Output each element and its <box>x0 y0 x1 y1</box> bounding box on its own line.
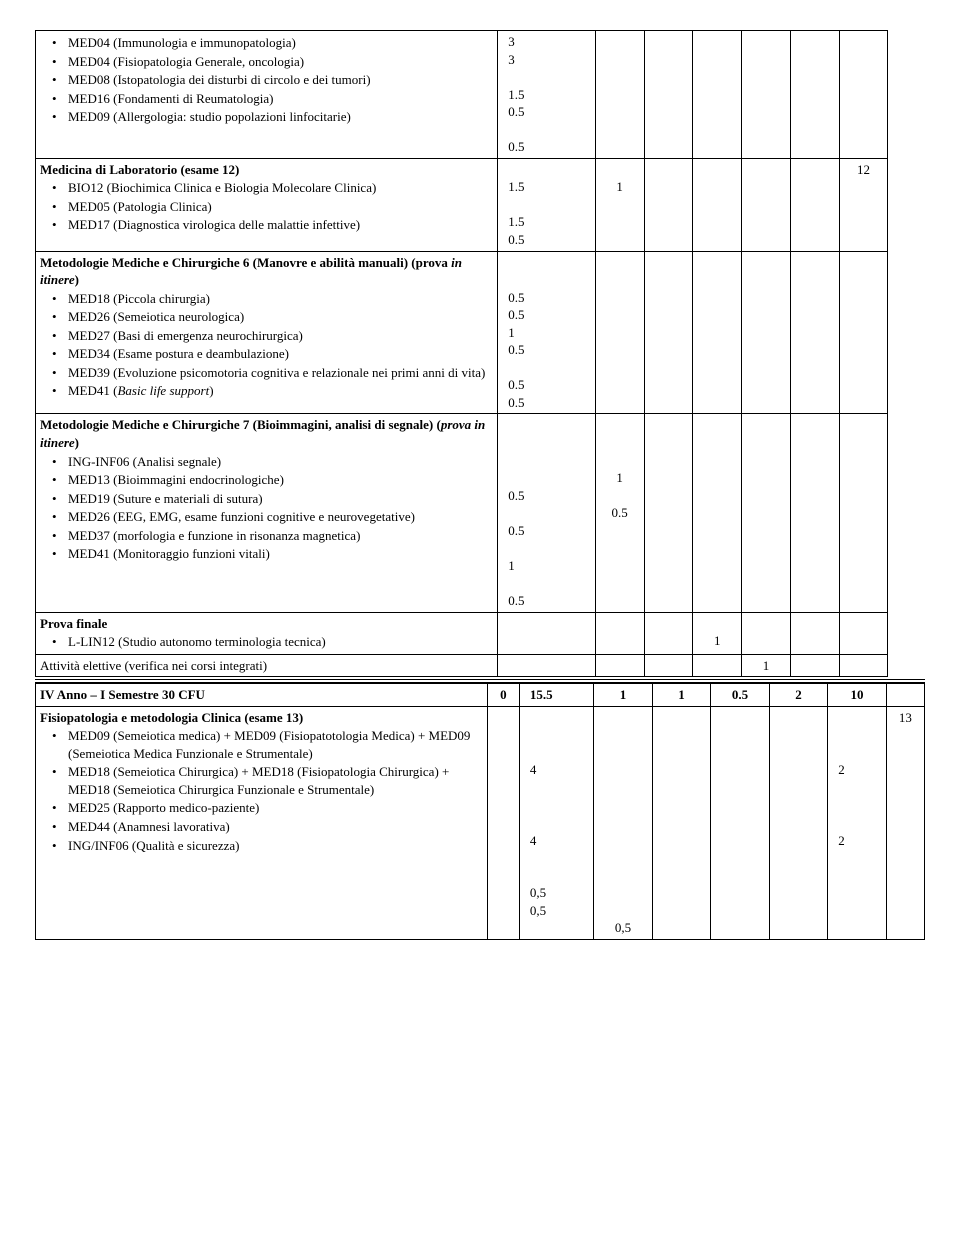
list-item: BIO12 (Biochimica Clinica e Biologia Mol… <box>40 179 493 197</box>
cell: 0.5 <box>711 684 769 707</box>
cell: 3 3 1.5 0.5 0.5 <box>498 31 596 159</box>
cell: 15.5 <box>519 684 593 707</box>
semester-label: IV Anno – I Semestre 30 CFU <box>40 687 205 702</box>
cell: 2 <box>769 684 827 707</box>
cell: 1 <box>742 654 791 677</box>
row-label: Attività elettive (verifica nei corsi in… <box>36 654 498 677</box>
cell: 0 <box>487 684 519 707</box>
list-item: MED18 (Piccola chirurgia) <box>40 290 493 308</box>
cell: 12 <box>839 158 888 251</box>
section-title: Metodologie Mediche e Chirurgiche 7 (Bio… <box>40 417 485 450</box>
list-item: MED09 (Semeiotica medica) + MED09 (Fisio… <box>40 727 483 762</box>
list-item: MED44 (Anamnesi lavorativa) <box>40 818 483 836</box>
cell: 10 <box>828 684 886 707</box>
section-title: Metodologie Mediche e Chirurgiche 6 (Man… <box>40 255 462 288</box>
table-row: Prova finale L-LIN12 (Studio autonomo te… <box>36 612 925 654</box>
cell: 4 4 0,5 0,5 <box>519 706 593 939</box>
cell: 1 <box>693 612 742 654</box>
list-item: MED18 (Semeiotica Chirurgica) + MED18 (F… <box>40 763 483 798</box>
cell: 1 <box>594 684 652 707</box>
table-row: Metodologie Mediche e Chirurgiche 7 (Bio… <box>36 414 925 612</box>
list-item: MED41 (Monitoraggio funzioni vitali) <box>40 545 493 563</box>
cell: 13 <box>886 706 924 939</box>
list-item: MED16 (Fondamenti di Reumatologia) <box>40 90 493 108</box>
list-item: MED05 (Patologia Clinica) <box>40 198 493 216</box>
cell: 0.5 0.5 1 0.5 <box>498 414 596 612</box>
list-item: MED34 (Esame postura e deambulazione) <box>40 345 493 363</box>
list-item: MED19 (Suture e materiali di sutura) <box>40 490 493 508</box>
section-title: Fisiopatologia e metodologia Clinica (es… <box>40 710 303 725</box>
cell: 2 2 <box>828 706 886 939</box>
list-item: ING/INF06 (Qualità e sicurezza) <box>40 837 483 855</box>
list-item: MED08 (Istopatologia dei disturbi di cir… <box>40 71 493 89</box>
curriculum-table: MED04 (Immunologia e immunopatologia)MED… <box>35 30 925 677</box>
section-title: Prova finale <box>40 616 107 631</box>
cell: 0.5 0.5 1 0.5 0.5 0.5 <box>498 251 596 414</box>
list-item: MED04 (Fisiopatologia Generale, oncologi… <box>40 53 493 71</box>
list-item: MED09 (Allergologia: studio popolazioni … <box>40 108 493 126</box>
list-item: MED26 (Semeiotica neurologica) <box>40 308 493 326</box>
list-item: MED25 (Rapporto medico-paziente) <box>40 799 483 817</box>
semester-header-row: IV Anno – I Semestre 30 CFU 0 15.5 1 1 0… <box>36 684 925 707</box>
section-title: Medicina di Laboratorio (esame 12) <box>40 162 239 177</box>
list-item: MED17 (Diagnostica virologica delle mala… <box>40 216 493 234</box>
list-item: MED27 (Basi di emergenza neurochirurgica… <box>40 327 493 345</box>
list-item: MED26 (EEG, EMG, esame funzioni cognitiv… <box>40 508 493 526</box>
cell: 1 0.5 <box>595 414 644 612</box>
table-row: Metodologie Mediche e Chirurgiche 6 (Man… <box>36 251 925 414</box>
list-item: MED37 (morfologia e funzione in risonanz… <box>40 527 493 545</box>
table-row: Medicina di Laboratorio (esame 12) BIO12… <box>36 158 925 251</box>
list-item: MED13 (Bioimmagini endocrinologiche) <box>40 471 493 489</box>
list-item: ING-INF06 (Analisi segnale) <box>40 453 493 471</box>
table-row: MED04 (Immunologia e immunopatologia)MED… <box>36 31 925 159</box>
list-item: MED04 (Immunologia e immunopatologia) <box>40 34 493 52</box>
table-row: Fisiopatologia e metodologia Clinica (es… <box>36 706 925 939</box>
list-item: MED39 (Evoluzione psicomotoria cognitiva… <box>40 364 493 382</box>
curriculum-table-lower: IV Anno – I Semestre 30 CFU 0 15.5 1 1 0… <box>35 683 925 940</box>
table-row: Attività elettive (verifica nei corsi in… <box>36 654 925 677</box>
cell: 1 <box>595 158 644 251</box>
cell: 1 <box>652 684 710 707</box>
cell: 1.5 1.5 0.5 <box>498 158 596 251</box>
cell: 0,5 <box>594 706 652 939</box>
list-item: MED41 (Basic life support) <box>40 382 493 400</box>
list-item: L-LIN12 (Studio autonomo terminologia te… <box>40 633 493 651</box>
